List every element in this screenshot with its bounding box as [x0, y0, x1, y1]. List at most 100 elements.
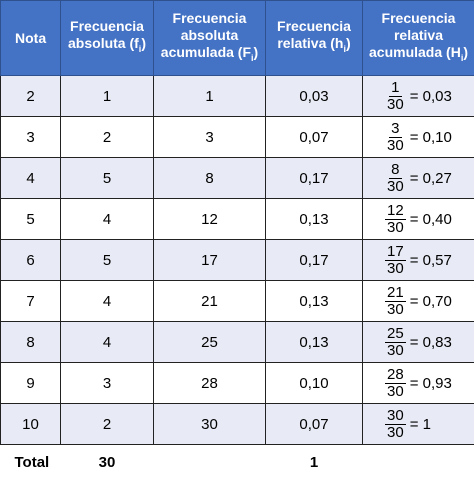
header-frecuencia-relativa-acumulada: Frecuencia relativa acumulada (Hi): [363, 1, 474, 76]
cell-frecuencia-absoluta-acumulada: 8: [154, 158, 266, 199]
header-row: Nota Frecuencia absoluta (fi) Frecuencia…: [1, 1, 474, 76]
cell-nota: 4: [1, 158, 61, 199]
cell-nota: 7: [1, 281, 61, 322]
fraction-numerator: 25: [385, 326, 406, 343]
cell-nota: 8: [1, 322, 61, 363]
cell-frecuencia-relativa: 0,07: [266, 117, 363, 158]
fraction-result: = 0,03: [410, 88, 452, 105]
total-label: Total: [1, 445, 61, 479]
cell-nota: 2: [1, 76, 61, 117]
cell-nota: 3: [1, 117, 61, 158]
fraction-numerator: 21: [385, 285, 406, 302]
fraction-result: = 0,83: [410, 334, 452, 351]
fraction-denominator: 30: [385, 384, 406, 400]
cell-frecuencia-absoluta: 5: [61, 158, 154, 199]
cell-frecuencia-absoluta: 4: [61, 322, 154, 363]
cell-frecuencia-absoluta: 4: [61, 199, 154, 240]
header-frecuencia-absoluta-acumulada: Frecuencia absoluta acumulada (Fi): [154, 1, 266, 76]
cell-frecuencia-absoluta: 1: [61, 76, 154, 117]
cell-frecuencia-relativa: 0,10: [266, 363, 363, 404]
cell-frecuencia-relativa: 0,13: [266, 199, 363, 240]
cell-frecuencia-relativa: 0,07: [266, 404, 363, 445]
cell-frecuencia-absoluta: 2: [61, 404, 154, 445]
total-empty: [363, 445, 474, 479]
fraction-result: = 0,40: [410, 211, 452, 228]
cell-frecuencia-absoluta-acumulada: 1: [154, 76, 266, 117]
cell-frecuencia-absoluta-acumulada: 17: [154, 240, 266, 281]
cell-frecuencia-absoluta: 4: [61, 281, 154, 322]
header-frecuencia-absoluta: Frecuencia absoluta (fi): [61, 1, 154, 76]
header-frecuencia-relativa: Frecuencia relativa (hi): [266, 1, 363, 76]
cell-frecuencia-absoluta: 2: [61, 117, 154, 158]
cell-frecuencia-relativa: 0,17: [266, 240, 363, 281]
cell-nota: 6: [1, 240, 61, 281]
cell-nota: 10: [1, 404, 61, 445]
cell-frecuencia-relativa: 0,03: [266, 76, 363, 117]
fraction-denominator: 30: [385, 220, 406, 236]
fraction-denominator: 30: [385, 179, 406, 195]
cell-nota: 9: [1, 363, 61, 404]
total-frecuencia-relativa: 1: [266, 445, 363, 479]
header-nota: Nota: [1, 1, 61, 76]
fraction-numerator: 8: [389, 162, 401, 179]
cell-frecuencia-absoluta: 3: [61, 363, 154, 404]
fraction-result: = 0,70: [410, 293, 452, 310]
fraction-result: = 1: [410, 416, 431, 433]
fraction-result: = 0,27: [410, 170, 452, 187]
cell-frecuencia-absoluta-acumulada: 28: [154, 363, 266, 404]
fraction-numerator: 30: [385, 408, 406, 425]
total-empty: [154, 445, 266, 479]
fraction-denominator: 30: [385, 302, 406, 318]
fraction-numerator: 28: [385, 367, 406, 384]
total-frecuencia-absoluta: 30: [61, 445, 154, 479]
cell-nota: 5: [1, 199, 61, 240]
cell-frecuencia-absoluta-acumulada: 3: [154, 117, 266, 158]
fraction-denominator: 30: [385, 97, 406, 113]
cell-frecuencia-relativa: 0,13: [266, 281, 363, 322]
fraction-numerator: 12: [385, 203, 406, 220]
cell-frecuencia-absoluta: 5: [61, 240, 154, 281]
fraction-result: = 0,10: [410, 129, 452, 146]
fraction-denominator: 30: [385, 261, 406, 277]
cell-frecuencia-absoluta-acumulada: 12: [154, 199, 266, 240]
fraction-numerator: 1: [389, 80, 401, 97]
fraction-result: = 0,93: [410, 375, 452, 392]
cell-frecuencia-absoluta-acumulada: 30: [154, 404, 266, 445]
fraction-denominator: 30: [385, 138, 406, 154]
fraction-result: = 0,57: [410, 252, 452, 269]
cell-frecuencia-absoluta-acumulada: 21: [154, 281, 266, 322]
cell-frecuencia-relativa: 0,13: [266, 322, 363, 363]
cell-frecuencia-relativa: 0,17: [266, 158, 363, 199]
fraction-denominator: 30: [385, 425, 406, 441]
fraction-numerator: 3: [389, 121, 401, 138]
